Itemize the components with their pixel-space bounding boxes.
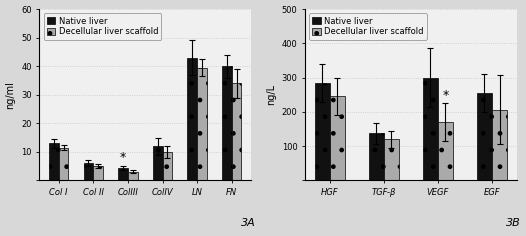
Text: *: * [442,88,449,102]
Bar [330,97,345,181]
Text: 3A: 3A [240,218,255,228]
Y-axis label: ng/L: ng/L [266,84,276,105]
Bar [222,66,232,181]
Bar [438,122,453,181]
Bar [84,163,93,181]
Bar [232,83,241,181]
Bar [118,168,128,181]
Text: *: * [120,151,126,164]
Bar [477,93,492,181]
Bar [197,68,207,181]
Text: 3B: 3B [506,218,521,228]
Bar [153,146,163,181]
Legend: Native liver, Decellular liver scaffold: Native liver, Decellular liver scaffold [44,13,161,40]
Bar [492,110,507,181]
Bar [423,78,438,181]
Bar [187,58,197,181]
Bar [384,139,399,181]
Bar [315,83,330,181]
Legend: Native liver, Decellular liver scaffold: Native liver, Decellular liver scaffold [309,13,427,40]
Bar [163,152,172,181]
Bar [49,143,59,181]
Bar [93,166,103,181]
Y-axis label: ng/ml: ng/ml [6,81,16,109]
Bar [369,134,384,181]
Bar [128,172,138,181]
Bar [59,148,68,181]
